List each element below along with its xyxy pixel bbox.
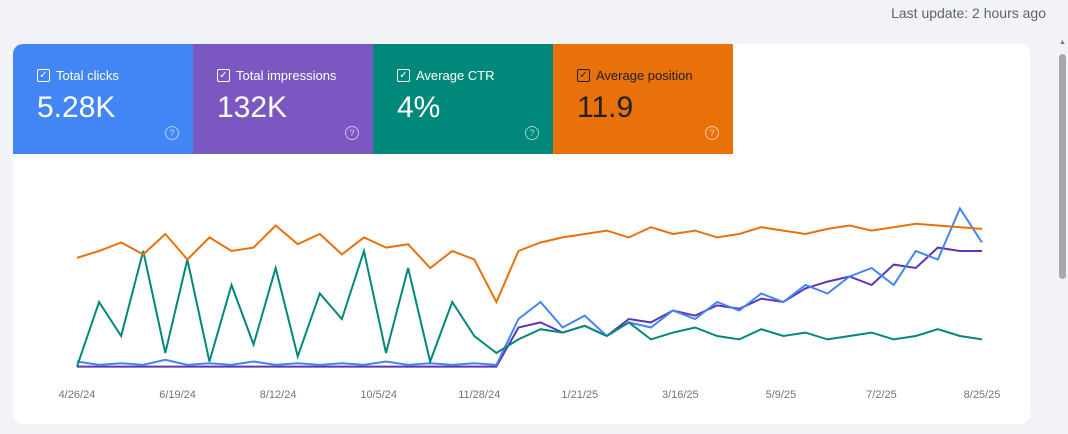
metric-tile-average-ctr[interactable]: ✓ Average CTR 4%? (373, 44, 553, 154)
metric-label-row: ✓ Average position (577, 68, 733, 83)
last-update: Last update: 2 hours ago (891, 5, 1046, 21)
x-tick-label: 10/5/24 (360, 389, 397, 401)
x-tick-label: 5/9/25 (766, 389, 797, 401)
metric-value: 11.9 (577, 91, 634, 124)
checkbox-checked-icon[interactable]: ✓ (217, 69, 230, 82)
metric-tile-total-impressions[interactable]: ✓ Total impressions 132K? (193, 44, 373, 154)
scroll-up-icon[interactable]: ▲ (1059, 39, 1066, 46)
help-circle-icon[interactable]: ? (705, 126, 719, 140)
help-circle-icon[interactable]: ? (165, 126, 179, 140)
metric-tile-average-position[interactable]: ✓ Average position 11.9? (553, 44, 733, 154)
checkbox-checked-icon[interactable]: ✓ (37, 69, 50, 82)
x-tick-label: 4/26/24 (59, 389, 96, 401)
checkbox-checked-icon[interactable]: ✓ (397, 69, 410, 82)
metric-label: Average position (596, 68, 693, 83)
performance-chart: 4/26/24 6/19/24 8/12/24 10/5/24 11/28/24 1/21… (59, 206, 1001, 401)
x-tick-label: 1/21/25 (561, 389, 598, 401)
metric-value: 4% (397, 91, 441, 124)
series-line-total-clicks (76, 206, 983, 366)
metric-tile-total-clicks[interactable]: ✓ Total clicks 5.28K? (13, 44, 193, 154)
x-tick-label: 8/25/25 (964, 389, 1001, 401)
metric-label-row: ✓ Total impressions (217, 68, 373, 83)
metric-value: 5.28K (37, 91, 116, 124)
help-circle-icon[interactable]: ? (525, 126, 539, 140)
help-circle-icon[interactable]: ? (345, 126, 359, 140)
metric-label: Average CTR (416, 68, 495, 83)
series-line-average-ctr (76, 247, 983, 367)
x-tick-label: 8/12/24 (260, 389, 297, 401)
checkbox-checked-icon[interactable]: ✓ (577, 69, 590, 82)
x-tick-label: 7/2/25 (866, 389, 897, 401)
performance-card: ✓ Total clicks 5.28K? ✓ Total impressions 132… (13, 44, 1030, 424)
metric-label-row: ✓ Total clicks (37, 68, 193, 83)
scrollbar-thumb[interactable] (1059, 54, 1066, 279)
series-line-total-impressions (77, 246, 982, 368)
metric-label-row: ✓ Average CTR (397, 68, 553, 83)
metric-tiles: ✓ Total clicks 5.28K? ✓ Total impressions 132… (13, 44, 1030, 154)
metric-label: Total impressions (236, 68, 337, 83)
x-tick-label: 6/19/24 (159, 389, 196, 401)
x-tick-label: 3/16/25 (662, 389, 699, 401)
metric-value: 132K (217, 91, 288, 124)
x-tick-label: 11/28/24 (458, 389, 500, 401)
scrollbar[interactable]: ▲ (1056, 36, 1068, 434)
metric-label: Total clicks (56, 68, 119, 83)
series-line-average-position (76, 222, 983, 305)
